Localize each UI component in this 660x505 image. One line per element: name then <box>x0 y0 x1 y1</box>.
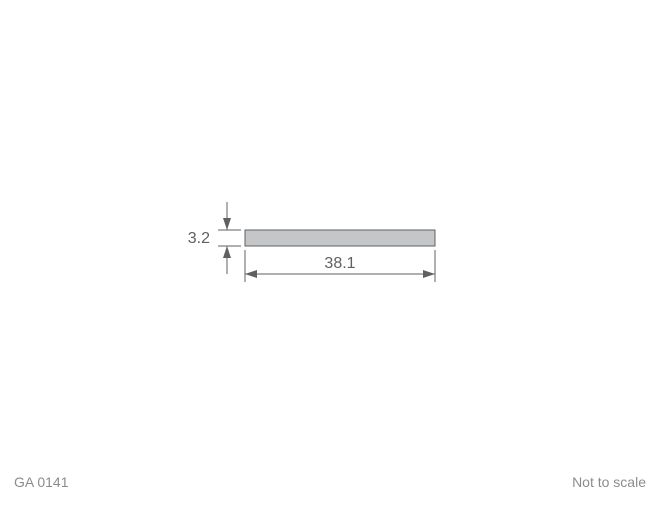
vdim-label: 3.2 <box>188 230 210 247</box>
hdim-arrow-right <box>423 270 435 278</box>
diagram-stage: 38.1 3.2 GA 0141 Not to scale <box>0 0 660 500</box>
hdim-label: 38.1 <box>324 255 355 272</box>
vdim-arrow-top <box>223 218 231 230</box>
part-id-label: GA 0141 <box>14 474 69 490</box>
profile-rect <box>245 230 435 246</box>
vdim-arrow-bottom <box>223 246 231 258</box>
diagram-svg: 38.1 3.2 <box>0 0 660 500</box>
scale-note-label: Not to scale <box>572 474 646 490</box>
hdim-arrow-left <box>245 270 257 278</box>
